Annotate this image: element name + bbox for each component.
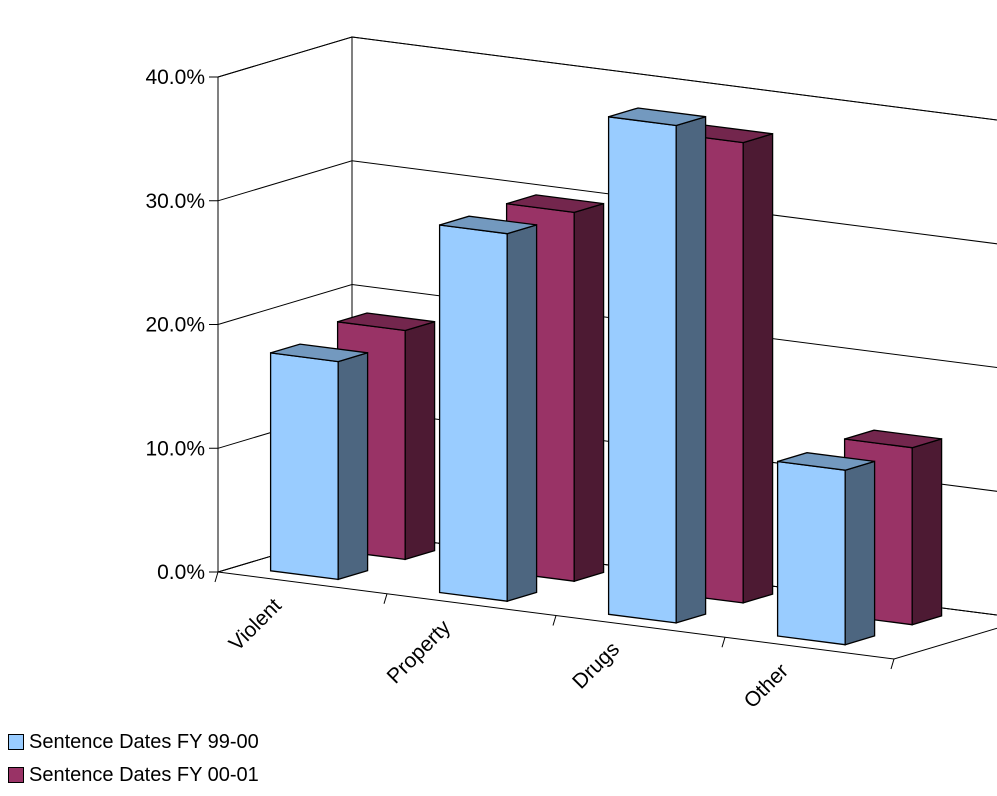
gridline xyxy=(217,160,997,245)
bar-side xyxy=(337,351,369,581)
x-tick-label: Drugs xyxy=(568,638,624,694)
bar-top xyxy=(506,194,604,214)
legend: Sentence Dates FY 99-00 Sentence Dates F… xyxy=(8,728,259,794)
y-tick-label: 0.0% xyxy=(157,561,205,584)
y-tick-label: 40.0% xyxy=(145,66,205,89)
x-tick-label: Property xyxy=(383,616,456,689)
x-tick xyxy=(721,637,726,648)
bar-side xyxy=(675,115,707,624)
bar xyxy=(269,343,369,581)
legend-swatch-series-2 xyxy=(8,767,24,783)
x-tick xyxy=(552,615,557,626)
x-tick xyxy=(890,658,895,670)
bar-side xyxy=(404,320,436,561)
bars xyxy=(269,107,943,646)
gridline xyxy=(217,283,997,369)
legend-item-series-1: Sentence Dates FY 99-00 xyxy=(8,728,259,756)
x-tick xyxy=(214,571,219,583)
y-tick-label: 30.0% xyxy=(145,190,205,213)
x-tick xyxy=(383,593,388,604)
bar-top xyxy=(270,343,368,363)
legend-swatch-series-1 xyxy=(8,734,24,750)
bar xyxy=(438,215,538,603)
bar-front xyxy=(269,352,339,581)
x-tick-label: Violent xyxy=(225,594,287,656)
bar-front xyxy=(776,460,846,646)
bar-top xyxy=(439,215,537,235)
bar xyxy=(607,107,707,624)
bar-top xyxy=(608,107,706,127)
bar-side xyxy=(573,202,605,583)
legend-label-series-1: Sentence Dates FY 99-00 xyxy=(29,730,259,753)
y-tick-label: 10.0% xyxy=(145,437,205,460)
bar-side xyxy=(911,438,943,626)
bar-front xyxy=(607,116,677,624)
legend-item-series-2: Sentence Dates FY 00-01 xyxy=(8,761,259,789)
gridline xyxy=(217,36,997,121)
bar-top xyxy=(844,429,942,449)
bar-front xyxy=(438,224,508,602)
bar-side xyxy=(742,132,774,604)
x-tick-label: Other xyxy=(740,659,793,712)
bar-top xyxy=(337,312,435,332)
bar-side xyxy=(844,460,876,646)
bar xyxy=(776,452,876,646)
bar-side xyxy=(506,224,538,603)
bar-top xyxy=(777,452,875,471)
legend-label-series-2: Sentence Dates FY 00-01 xyxy=(29,763,259,786)
y-tick-label: 20.0% xyxy=(145,314,205,337)
